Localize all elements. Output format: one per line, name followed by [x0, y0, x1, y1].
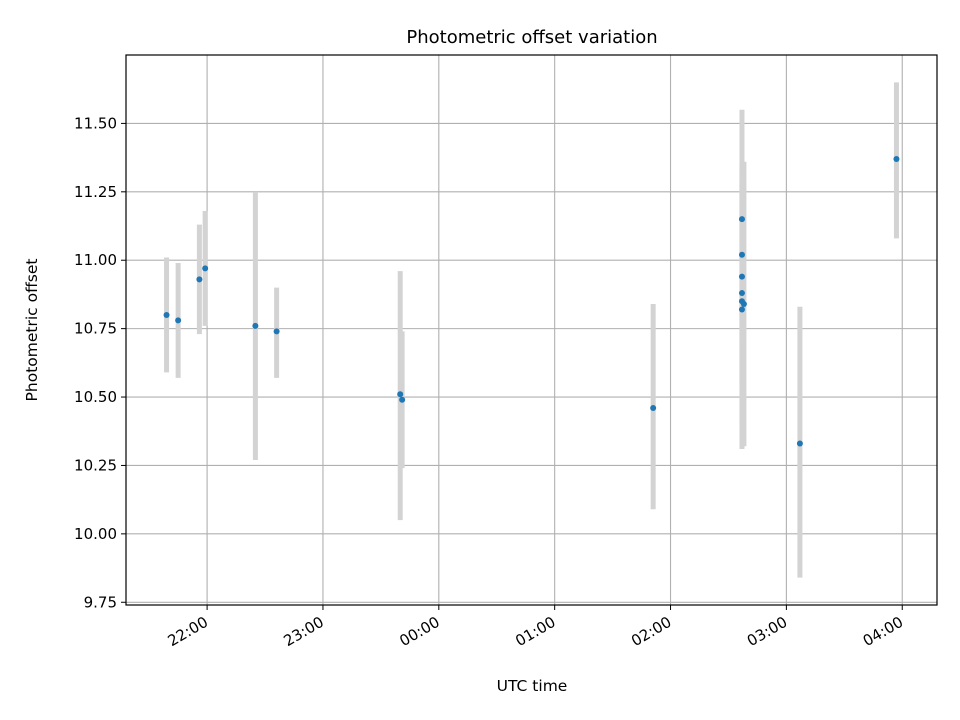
y-tick-label: 10.25 — [74, 456, 117, 474]
y-tick-label: 10.50 — [74, 388, 117, 406]
plot-frame — [125, 54, 938, 606]
data-point — [740, 301, 747, 308]
y-tick-label: 9.75 — [84, 593, 117, 611]
y-axis-title: Photometric offset — [23, 259, 41, 402]
y-axis: 9.75 10.00 10.25 10.50 10.75 11.00 11.25 11.50 — [74, 114, 126, 611]
data-point — [738, 290, 745, 297]
y-tick-label: 10.75 — [74, 320, 117, 338]
data-point — [399, 396, 406, 403]
data-point — [273, 328, 280, 335]
data-point — [650, 404, 657, 411]
data-point — [796, 440, 803, 447]
x-axis-title: UTC time — [497, 677, 568, 695]
data-points — [163, 155, 900, 447]
y-tick-label: 11.00 — [74, 251, 117, 269]
y-tick-label: 11.25 — [74, 183, 117, 201]
y-tick-label: 11.50 — [74, 114, 117, 132]
data-point — [893, 155, 900, 162]
data-point — [202, 265, 209, 272]
data-point — [175, 317, 182, 324]
y-tick-label: 10.00 — [74, 525, 117, 543]
chart-title: Photometric offset variation — [406, 27, 657, 48]
data-point — [397, 391, 404, 398]
data-point — [738, 306, 745, 313]
plot-area — [126, 55, 937, 605]
data-point — [738, 216, 745, 223]
data-point — [196, 276, 203, 283]
data-point — [738, 273, 745, 280]
data-point — [163, 311, 170, 318]
data-point — [738, 251, 745, 258]
data-point — [252, 322, 259, 329]
